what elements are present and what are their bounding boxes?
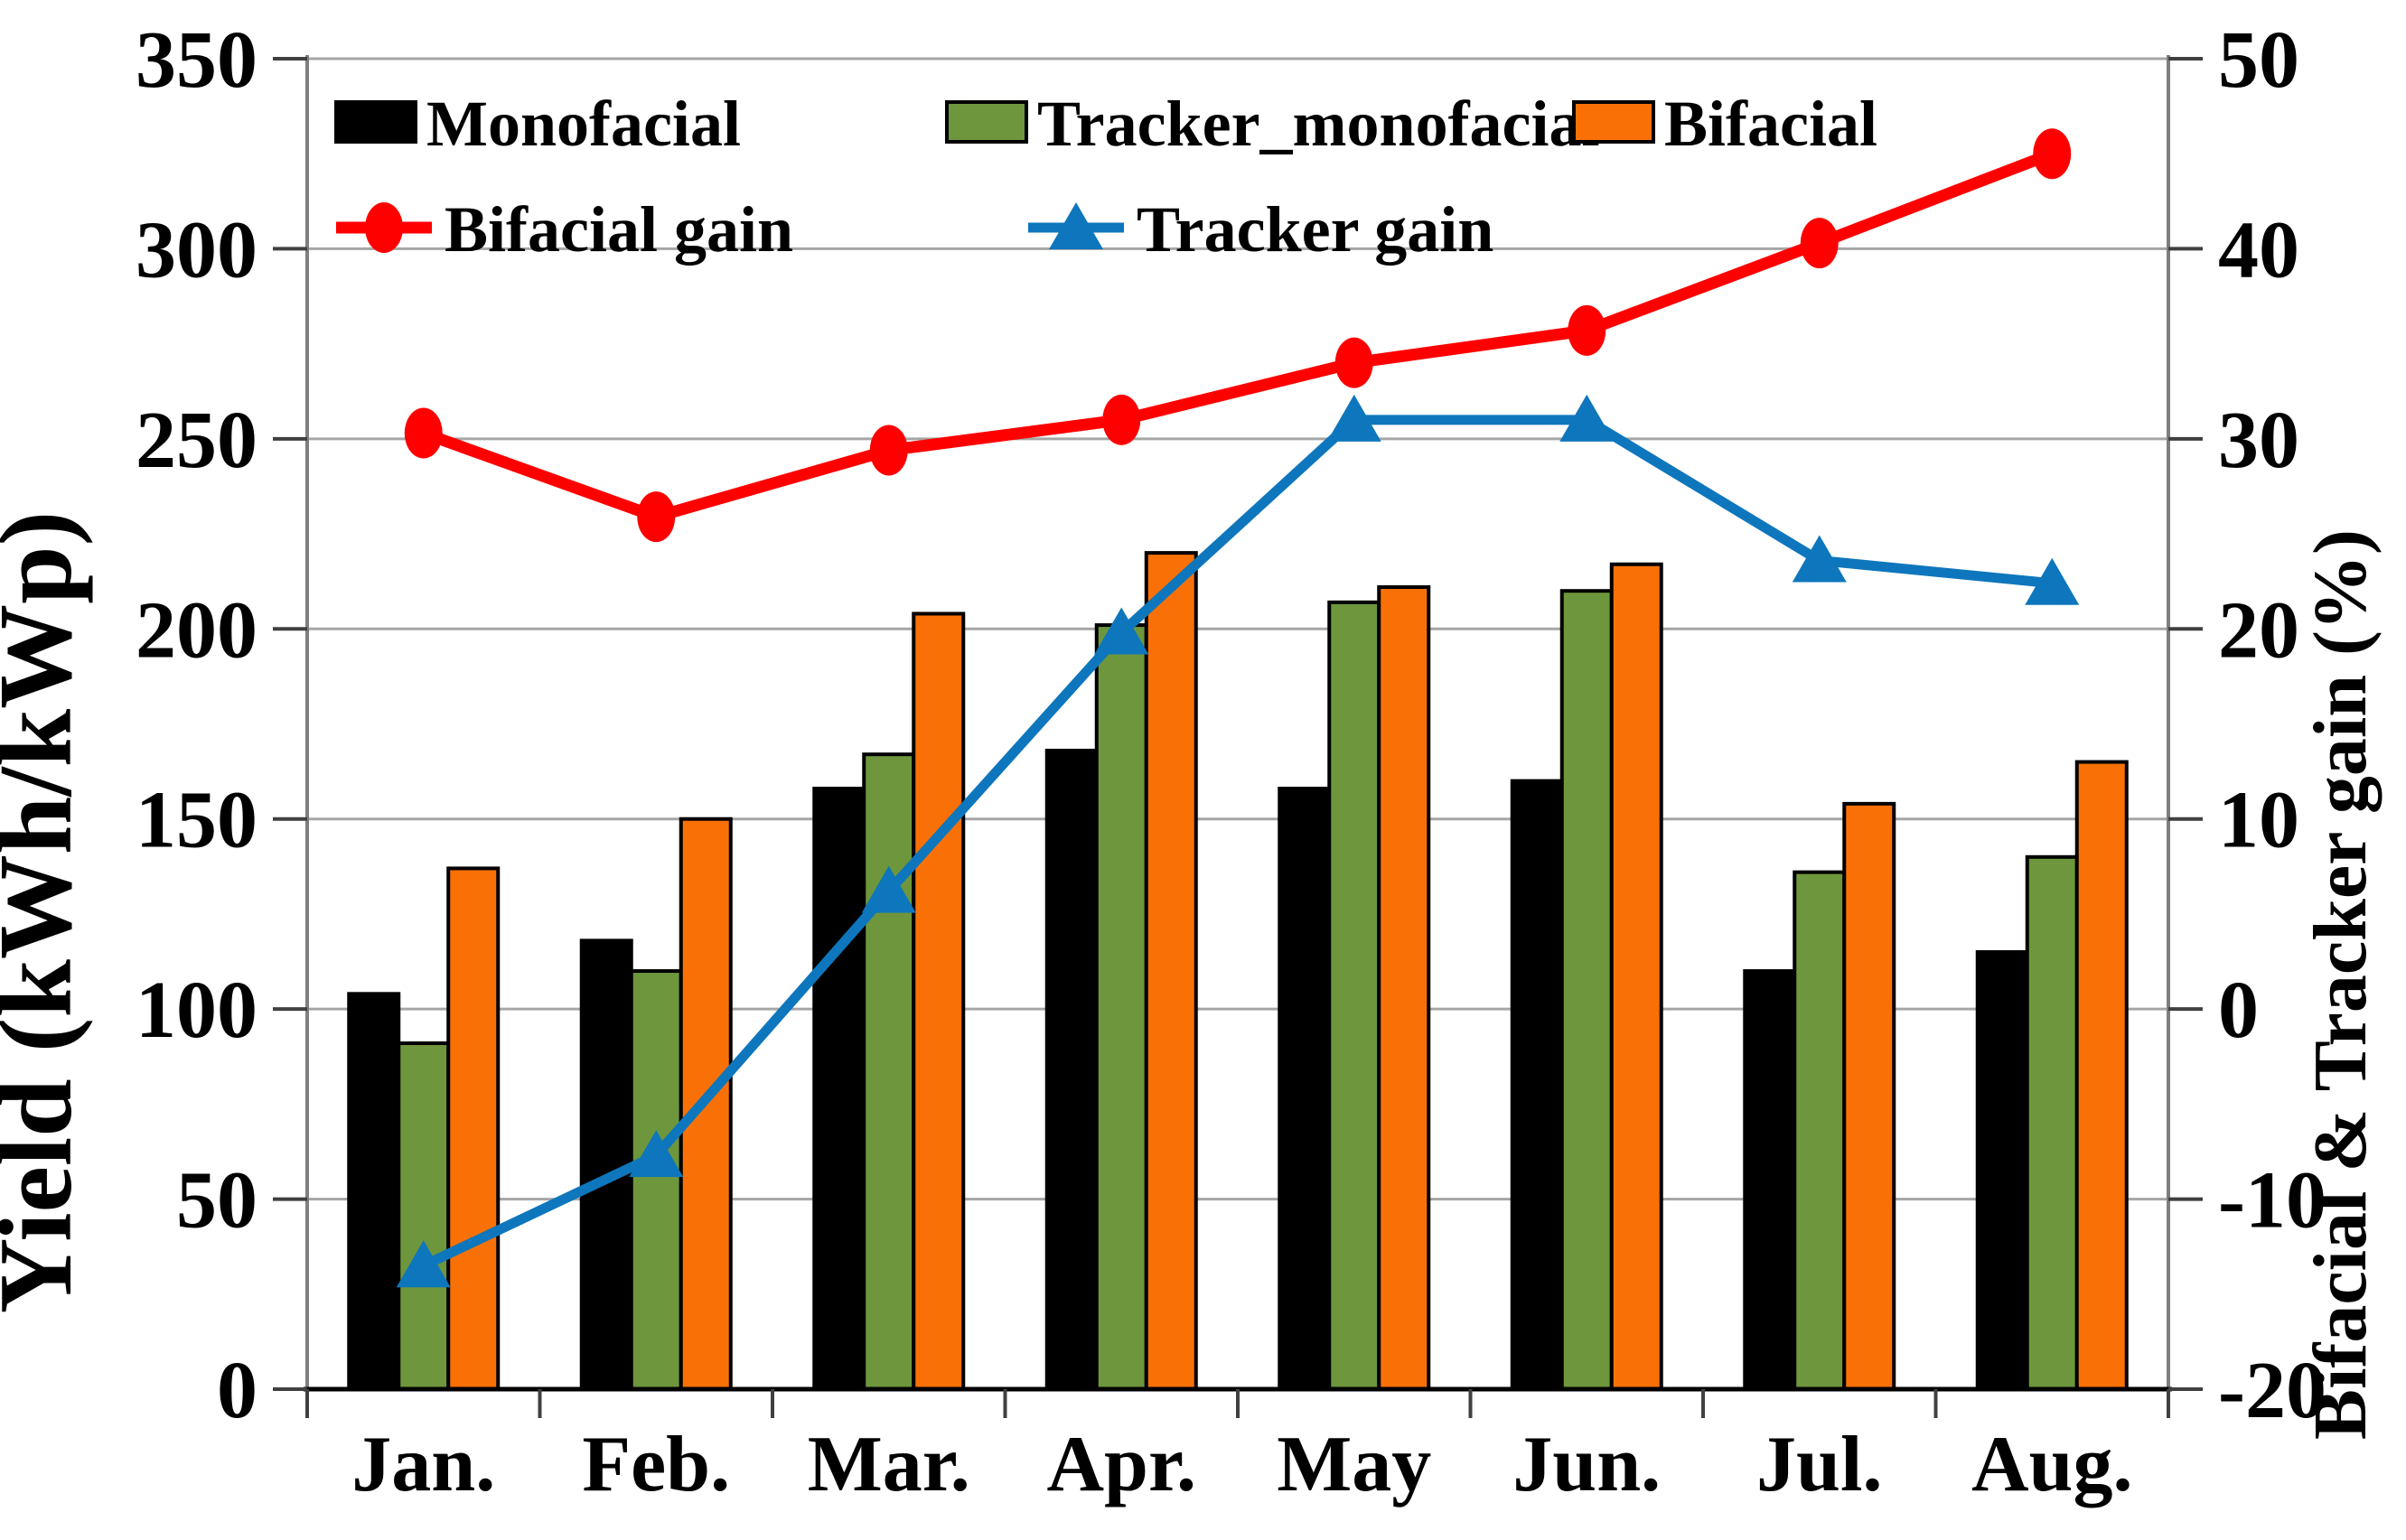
- legend-label: Tracker_monofacial: [1037, 88, 1600, 160]
- bar: [347, 992, 401, 1392]
- category-label: Aug.: [1971, 1421, 2133, 1508]
- series-line: [421, 415, 2053, 1271]
- bar: [1094, 623, 1148, 1391]
- bar: [1793, 870, 1847, 1391]
- line-series: [396, 128, 2080, 1288]
- axis-labels: 0 50 100 150 200 250 300 350 -20 -10 0 10 20 30 40 50 Ja…: [136, 15, 2326, 1508]
- category-label: May: [1277, 1421, 1431, 1508]
- left-tick-label: 100: [136, 966, 257, 1055]
- legend-label: Bifacial: [1664, 88, 1877, 160]
- bar: [1559, 589, 1614, 1391]
- bar: [2074, 760, 2129, 1391]
- category-label: Jan.: [351, 1421, 495, 1508]
- legend-swatch: [1572, 100, 1655, 144]
- legend-swatch: [945, 100, 1028, 144]
- category-label: Jul.: [1756, 1421, 1882, 1508]
- legend: Monofacial Tracker_monofacial Bifacial Bifa…: [334, 88, 1877, 266]
- bar: [629, 969, 683, 1391]
- left-axis-title: Yield (kWh/kWp): [0, 511, 94, 1313]
- bar-groups: [347, 551, 2129, 1392]
- circle-marker: [404, 407, 443, 459]
- legend-item-monofacial: Monofacial: [334, 88, 741, 160]
- left-tick-label: 150: [136, 776, 257, 865]
- bar: [912, 611, 966, 1391]
- circle-marker: [1102, 394, 1141, 445]
- bifacial-gain-series: [404, 128, 2072, 543]
- triangle-marker: [1792, 535, 1847, 583]
- legend-label: Tracker gain: [1137, 193, 1493, 266]
- left-tick-label: 0: [217, 1346, 257, 1435]
- triangle-marker: [396, 1240, 451, 1288]
- category-label: Jun.: [1512, 1421, 1661, 1508]
- right-tick-label: 10: [2218, 776, 2299, 865]
- tracker-gain-series: [396, 394, 2080, 1288]
- right-tick-label: 30: [2218, 396, 2299, 485]
- category-label: Mar.: [808, 1421, 970, 1508]
- right-tick-label: 50: [2218, 15, 2299, 105]
- category-label: Apr.: [1047, 1421, 1196, 1508]
- bar: [1327, 600, 1381, 1391]
- right-tick-label: 40: [2218, 205, 2299, 294]
- bar: [397, 1041, 451, 1392]
- left-tick-label: 300: [136, 205, 257, 294]
- bar: [1377, 584, 1431, 1391]
- bar: [812, 787, 866, 1391]
- right-tick-label: -20: [2218, 1346, 2326, 1435]
- circle-marker: [1800, 218, 1839, 269]
- bar: [862, 752, 916, 1391]
- bar: [1842, 801, 1896, 1391]
- right-tick-label: -10: [2218, 1156, 2326, 1246]
- triangle-marker: [1326, 394, 1381, 442]
- circle-marker: [365, 202, 403, 253]
- left-tick-label: 50: [176, 1156, 257, 1246]
- bars-tracker_monofacial: [397, 589, 2079, 1392]
- bar: [1510, 779, 1564, 1391]
- bars-bifacial: [446, 551, 2129, 1391]
- bar: [1278, 787, 1332, 1391]
- bar: [1044, 748, 1099, 1391]
- circle-marker: [869, 425, 908, 476]
- bar: [1144, 551, 1198, 1391]
- right-tick-label: 20: [2218, 585, 2299, 675]
- circle-marker: [2033, 128, 2072, 180]
- bar: [1975, 950, 2029, 1391]
- triangle-marker: [629, 1130, 684, 1178]
- left-tick-label: 250: [136, 396, 257, 485]
- legend-label: Bifacial gain: [445, 193, 793, 266]
- bar: [446, 866, 501, 1391]
- left-tick-label: 350: [136, 15, 257, 105]
- tick-marks: [273, 57, 2203, 1418]
- circle-marker: [1334, 337, 1373, 388]
- bar: [2025, 854, 2079, 1391]
- series-line: [421, 148, 2055, 523]
- triangle-marker: [861, 865, 916, 913]
- circle-marker: [637, 491, 676, 543]
- bar: [1609, 562, 1663, 1391]
- bar: [1743, 969, 1797, 1391]
- triangle-marker: [1094, 607, 1149, 655]
- bars-monofacial: [347, 748, 2029, 1392]
- triangle-marker: [1049, 202, 1103, 249]
- legend-label: Monofacial: [426, 88, 741, 160]
- left-tick-label: 200: [136, 585, 257, 675]
- right-axis-title: Bifacial & Tracker gain (%): [2298, 529, 2383, 1440]
- triangle-marker: [1559, 394, 1615, 442]
- legend-swatch: [334, 100, 417, 144]
- bar: [579, 938, 633, 1391]
- circle-marker: [1568, 304, 1606, 356]
- legend-item-tracker-gain: Tracker gain: [1028, 193, 1493, 266]
- category-label: Feb.: [582, 1421, 730, 1508]
- right-tick-label: 0: [2218, 966, 2259, 1055]
- legend-item-bifacial: Bifacial: [1572, 88, 1877, 160]
- legend-item-tracker_monofacial: Tracker_monofacial: [945, 88, 1600, 160]
- triangle-marker: [2025, 557, 2080, 605]
- legend-item-bifacial-gain: Bifacial gain: [336, 193, 793, 266]
